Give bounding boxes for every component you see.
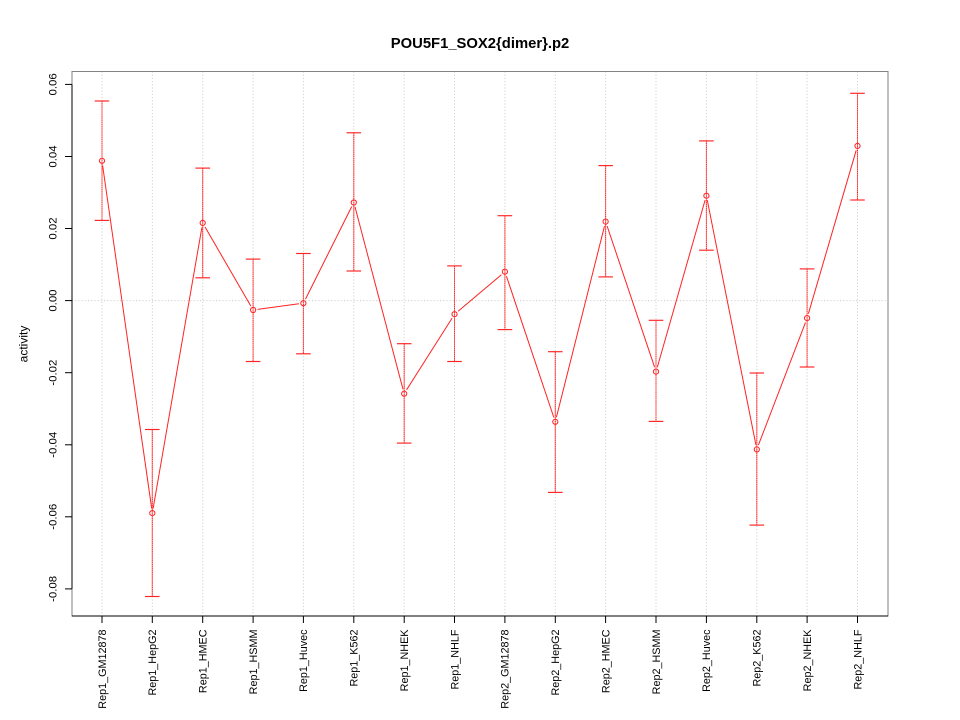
svg-text:0.04: 0.04 [47, 145, 59, 167]
svg-text:0.02: 0.02 [47, 217, 59, 239]
svg-text:Rep1_NHLF: Rep1_NHLF [449, 629, 461, 689]
svg-text:-0.08: -0.08 [47, 576, 59, 602]
svg-text:0.06: 0.06 [47, 73, 59, 95]
svg-text:-0.04: -0.04 [47, 432, 59, 458]
svg-text:Rep1_HSMM: Rep1_HSMM [248, 630, 260, 695]
svg-text:Rep1_HepG2: Rep1_HepG2 [147, 630, 159, 696]
svg-text:Rep2_HepG2: Rep2_HepG2 [550, 630, 562, 696]
svg-text:Rep2_NHLF: Rep2_NHLF [852, 629, 864, 689]
svg-text:POU5F1_SOX2{dimer}.p2: POU5F1_SOX2{dimer}.p2 [391, 36, 569, 52]
svg-text:Rep1_GM12878: Rep1_GM12878 [97, 630, 109, 709]
svg-text:0.00: 0.00 [47, 290, 59, 312]
svg-text:Rep2_NHEK: Rep2_NHEK [802, 629, 814, 692]
svg-text:-0.06: -0.06 [47, 504, 59, 530]
svg-text:Rep1_K562: Rep1_K562 [349, 630, 361, 687]
svg-text:-0.02: -0.02 [47, 360, 59, 386]
svg-text:Rep2_K562: Rep2_K562 [752, 630, 764, 687]
svg-text:Rep2_HMEC: Rep2_HMEC [600, 629, 612, 693]
svg-text:Rep2_GM12878: Rep2_GM12878 [500, 630, 512, 709]
svg-text:Rep1_Huvec: Rep1_Huvec [298, 629, 310, 692]
svg-text:activity: activity [17, 326, 31, 363]
svg-text:Rep1_HMEC: Rep1_HMEC [198, 629, 210, 693]
svg-text:Rep2_Huvec: Rep2_Huvec [701, 629, 713, 692]
svg-text:Rep2_HSMM: Rep2_HSMM [651, 630, 663, 695]
svg-text:Rep1_NHEK: Rep1_NHEK [399, 629, 411, 692]
